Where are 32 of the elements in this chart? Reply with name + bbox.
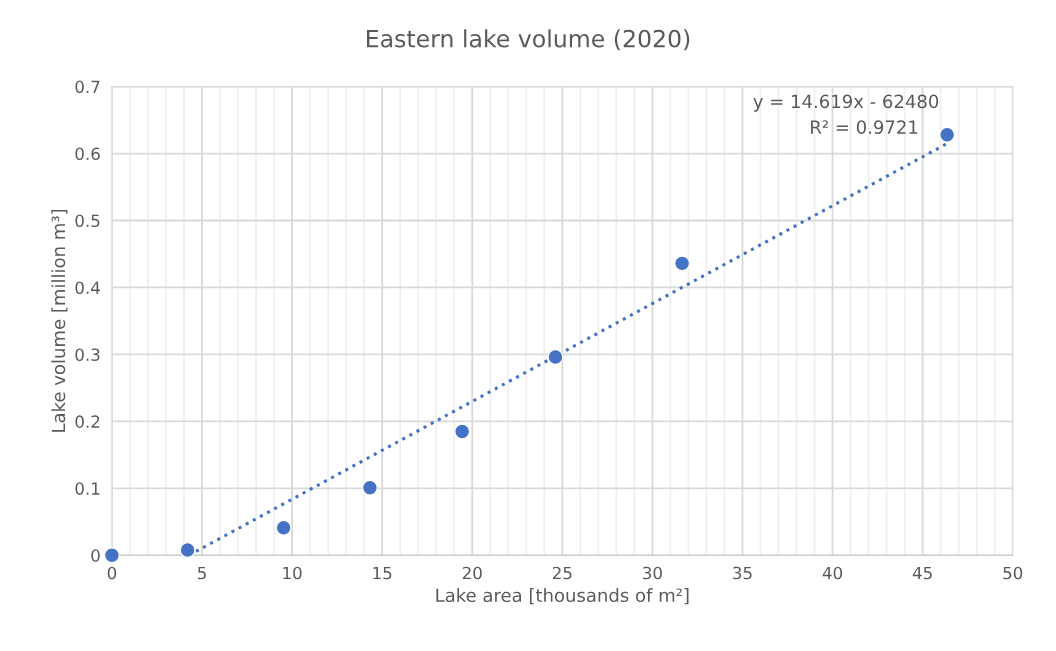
x-tick-label: 45 — [912, 566, 932, 580]
x-tick-label: 25 — [552, 566, 572, 580]
x-tick-label: 0 — [107, 566, 117, 580]
point — [674, 255, 690, 272]
y-tick-label: 0.7 — [75, 80, 100, 94]
y-tick-label: 0.4 — [75, 281, 100, 295]
point — [939, 126, 955, 143]
y-tick-label: 0.5 — [75, 214, 100, 228]
point — [454, 423, 470, 440]
y-tick-label: 0.6 — [75, 147, 100, 161]
x-tick-label: 10 — [283, 566, 302, 580]
y-tick-label: 0.3 — [75, 348, 100, 361]
chart-title: Eastern lake volume (2020) — [367, 29, 690, 51]
point — [275, 520, 292, 536]
x-tick-label: 50 — [1003, 566, 1023, 580]
x-tick-label: 15 — [373, 566, 392, 580]
y-tick-label: 0.2 — [75, 415, 100, 428]
point — [179, 542, 196, 558]
y-tick-label: 0 — [91, 549, 100, 562]
x-tick-label: 30 — [643, 566, 662, 580]
x-tick-label: 35 — [733, 566, 752, 580]
x-tick-label: 40 — [822, 566, 843, 580]
x-tick-label: 5 — [198, 566, 206, 580]
point — [362, 479, 378, 496]
point — [547, 349, 564, 365]
point — [104, 547, 120, 564]
annotation: R² = 0.9721 — [811, 120, 918, 135]
annotation: y = 14.619x - 62480 — [753, 94, 939, 112]
y-axis-title: Lake volume [million m³] — [51, 209, 68, 432]
x-tick-label: 20 — [462, 566, 482, 580]
x-axis-title: Lake area [thousands of m²] — [436, 588, 689, 605]
y-tick-label: 0.1 — [75, 482, 100, 495]
